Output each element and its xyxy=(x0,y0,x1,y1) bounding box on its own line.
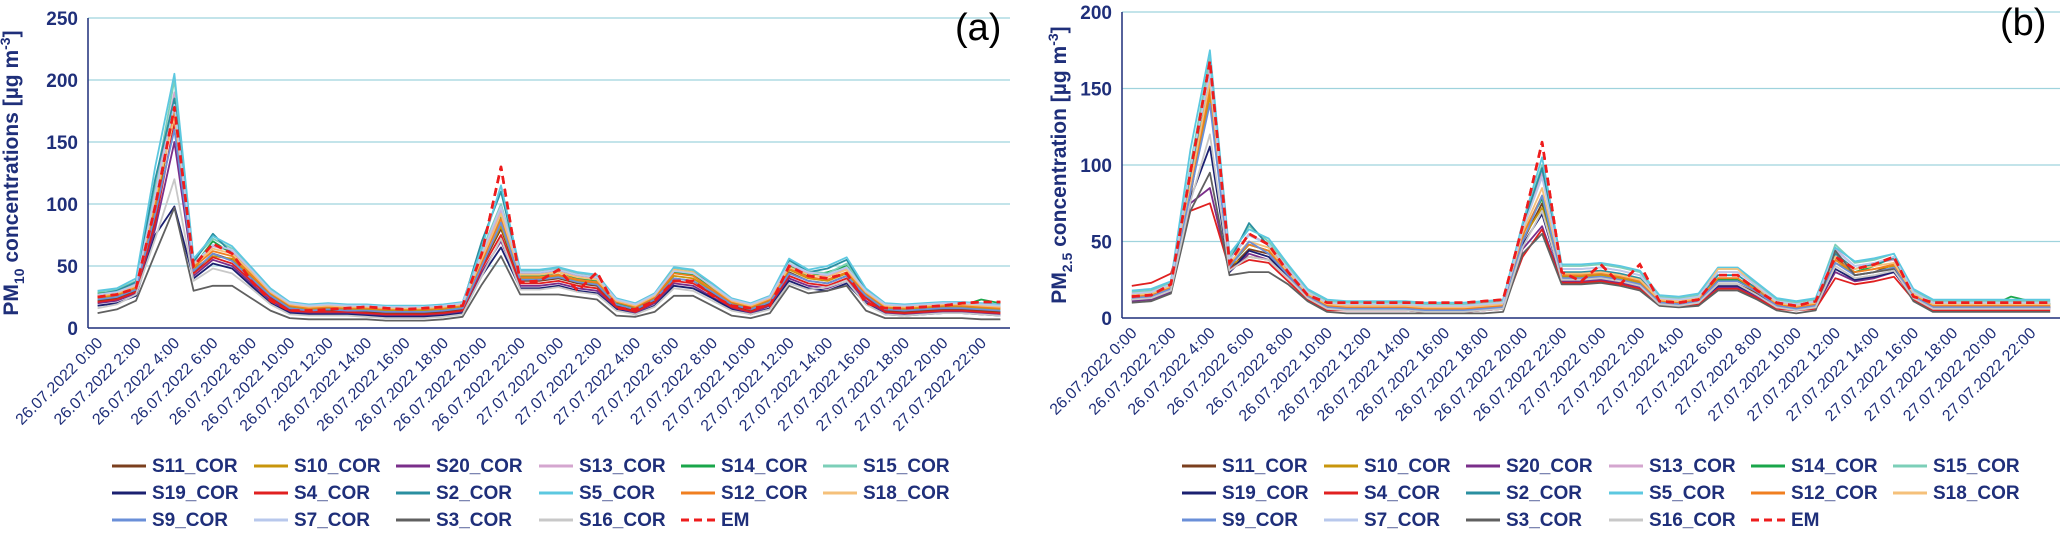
y-axis-title: PM10 concentrations [µg m-3] xyxy=(0,30,27,315)
series-line-em-top xyxy=(97,107,1001,312)
y-tick-label: 100 xyxy=(1080,156,1112,177)
panel-label: (a) xyxy=(955,7,1001,49)
legend-label: S3_COR xyxy=(436,510,512,531)
y-tick-label: 0 xyxy=(1101,309,1112,330)
legend-label: S4_COR xyxy=(294,483,370,504)
y-tick-label: 50 xyxy=(1091,233,1112,254)
y-tick-label: 250 xyxy=(46,9,78,30)
legend-label: S9_COR xyxy=(152,510,228,531)
series-line-s16-cor xyxy=(97,178,1001,320)
series-line-s16-cor xyxy=(1131,133,2051,313)
legend-label: S5_COR xyxy=(579,483,655,504)
legend-label: S16_COR xyxy=(579,510,666,531)
legend-label: S18_COR xyxy=(863,483,950,504)
y-tick-label: 200 xyxy=(1080,3,1112,24)
series-line-s9-cor xyxy=(1131,102,2051,312)
y-tick-label: 200 xyxy=(46,71,78,92)
legend-label: S3_COR xyxy=(1506,510,1582,531)
series-line-s18-cor xyxy=(97,116,1001,310)
legend-label: S9_COR xyxy=(1222,510,1298,531)
series-line-s4-cor xyxy=(1131,202,2051,313)
y-tick-label: 100 xyxy=(46,195,78,216)
legend-label: S5_COR xyxy=(1649,483,1725,504)
legend-label: S20_COR xyxy=(436,456,523,477)
legend-label: S18_COR xyxy=(1933,483,2020,504)
legend-label: S14_COR xyxy=(1791,456,1878,477)
legend-label: S19_COR xyxy=(1222,483,1309,504)
legend-label: S20_COR xyxy=(1506,456,1593,477)
y-tick-label: 150 xyxy=(1080,80,1112,101)
y-tick-label: 50 xyxy=(57,257,78,278)
series-line-s4-cor xyxy=(97,122,1001,316)
legend-label: S13_COR xyxy=(1649,456,1736,477)
legend-label: S13_COR xyxy=(579,456,666,477)
legend-label: S7_COR xyxy=(1364,510,1440,531)
series-line-s7-cor xyxy=(97,103,1001,308)
legend-label: S7_COR xyxy=(294,510,370,531)
series-line-s5-cor xyxy=(97,72,1001,307)
legend-label: EM xyxy=(1791,510,1820,531)
series-line-s19-cor xyxy=(97,205,1001,318)
legend-label: S11_COR xyxy=(152,456,238,477)
series-line-s13-cor xyxy=(1131,64,2051,307)
legend-label: S12_COR xyxy=(1791,483,1878,504)
panel-label: (b) xyxy=(2000,2,2046,44)
legend-label: S15_COR xyxy=(1933,456,2020,477)
legend-label: S2_COR xyxy=(436,483,512,504)
legend-label: S11_COR xyxy=(1222,456,1308,477)
series-line-s5-cor xyxy=(1131,49,2051,304)
y-tick-label: 0 xyxy=(67,319,78,340)
legend-label: S15_COR xyxy=(863,456,950,477)
series-line-em-top xyxy=(1131,60,2051,308)
y-tick-label: 150 xyxy=(46,133,78,154)
series-line-s3-cor xyxy=(97,206,1001,322)
legend-label: S19_COR xyxy=(152,483,239,504)
legend-label: S12_COR xyxy=(721,483,808,504)
legend-label: S10_COR xyxy=(1364,456,1451,477)
legend-label: S16_COR xyxy=(1649,510,1736,531)
legend-label: S2_COR xyxy=(1506,483,1582,504)
legend-label: S10_COR xyxy=(294,456,381,477)
y-axis-title: PM2.5 concentration [µg m-3] xyxy=(1045,26,1075,303)
legend-label: S14_COR xyxy=(721,456,808,477)
legend-label: S4_COR xyxy=(1364,483,1440,504)
legend-label: EM xyxy=(721,510,750,531)
series-line-s15-cor xyxy=(1131,57,2051,306)
